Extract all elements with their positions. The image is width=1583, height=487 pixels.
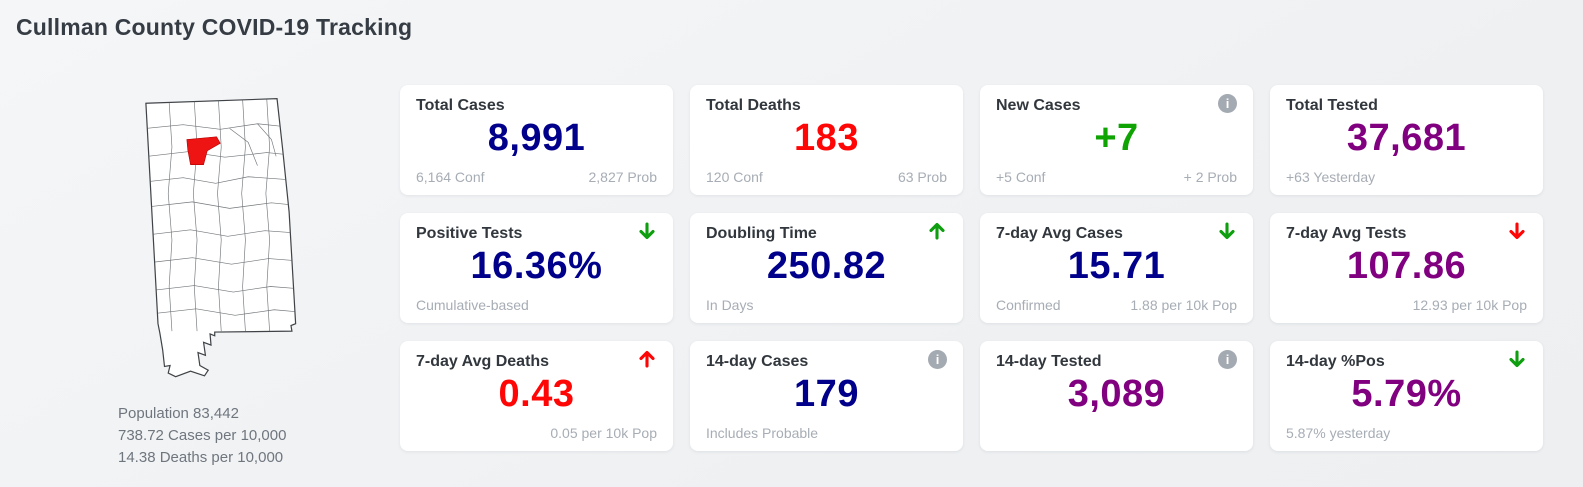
card-footer: Cumulative-based: [416, 297, 657, 313]
arrow-down-icon: [1509, 350, 1525, 368]
stat-card-14-day-pos: 14-day %Pos 5.79% 5.87% yesterday: [1270, 341, 1543, 451]
card-footer-left: In Days: [706, 297, 754, 313]
card-header: 7-day Avg Cases: [996, 222, 1237, 243]
card-footer: +5 Conf + 2 Prob: [996, 169, 1237, 185]
card-footer-right: 12.93 per 10k Pop: [1412, 297, 1527, 313]
arrow-down-icon: [1509, 222, 1525, 240]
card-value: 3,089: [1067, 373, 1166, 415]
card-header: Total Tested: [1286, 96, 1527, 115]
stat-card-14-day-cases: 14-day Cases i 179 Includes Probable: [690, 341, 963, 451]
card-footer: 12.93 per 10k Pop: [1286, 297, 1527, 313]
card-footer-left: Cumulative-based: [416, 297, 529, 313]
population-stat: Population 83,442: [118, 405, 239, 422]
card-footer: 6,164 Conf 2,827 Prob: [416, 169, 657, 185]
card-header: Positive Tests: [416, 222, 657, 243]
card-footer: 5.87% yesterday: [1286, 425, 1527, 441]
card-footer-left: Includes Probable: [706, 425, 819, 441]
arrow-up-icon: [929, 222, 945, 240]
card-header: 14-day Tested i: [996, 350, 1237, 371]
card-header: Total Cases: [416, 96, 657, 115]
card-label: Total Tested: [1286, 97, 1378, 114]
stat-card-14-day-tested: 14-day Tested i 3,089: [980, 341, 1253, 451]
arrow-down-icon: [639, 222, 655, 240]
card-footer-right: 1.88 per 10k Pop: [1130, 297, 1237, 313]
arrow-down-icon: [1219, 222, 1235, 240]
stat-card-7-day-avg-tests: 7-day Avg Tests 107.86 12.93 per 10k Pop: [1270, 213, 1543, 323]
card-value: 37,681: [1346, 117, 1467, 159]
info-icon[interactable]: i: [928, 350, 947, 369]
card-label: 14-day Tested: [996, 353, 1102, 370]
card-footer-right: + 2 Prob: [1183, 169, 1237, 185]
card-footer-left: 5.87% yesterday: [1286, 425, 1391, 441]
alabama-county-map-icon: [145, 98, 297, 378]
card-label: Total Deaths: [706, 97, 801, 114]
stat-card-7-day-avg-deaths: 7-day Avg Deaths 0.43 0.05 per 10k Pop: [400, 341, 673, 451]
card-footer-left: 120 Conf: [706, 169, 763, 185]
card-value: 183: [794, 117, 859, 159]
card-footer-left: 6,164 Conf: [416, 169, 485, 185]
stat-card-total-tested: Total Tested 37,681 +63 Yesterday: [1270, 85, 1543, 195]
card-footer-right: 2,827 Prob: [588, 169, 658, 185]
info-icon[interactable]: i: [1218, 350, 1237, 369]
arrow-up-icon: [639, 350, 655, 368]
cullman-county-highlight: [186, 136, 221, 165]
card-footer-left: Confirmed: [996, 297, 1061, 313]
card-footer: Includes Probable: [706, 425, 947, 441]
stat-card-total-cases: Total Cases 8,991 6,164 Conf 2,827 Prob: [400, 85, 673, 195]
card-label: Total Cases: [416, 97, 505, 114]
card-label: New Cases: [996, 97, 1081, 114]
card-value: 16.36%: [470, 245, 603, 287]
card-value: +7: [1094, 117, 1139, 159]
card-label: 7-day Avg Cases: [996, 225, 1123, 242]
card-label: Doubling Time: [706, 225, 817, 242]
card-value: 179: [794, 373, 859, 415]
card-footer-right: 0.05 per 10k Pop: [550, 425, 657, 441]
card-footer: 0.05 per 10k Pop: [416, 425, 657, 441]
stat-card-positive-tests: Positive Tests 16.36% Cumulative-based: [400, 213, 673, 323]
cases-per-10k-stat: 738.72 Cases per 10,000: [118, 427, 287, 444]
card-footer-right: 63 Prob: [897, 169, 947, 185]
card-header: 14-day %Pos: [1286, 350, 1527, 371]
card-header: 7-day Avg Deaths: [416, 350, 657, 371]
card-footer: 120 Conf 63 Prob: [706, 169, 947, 185]
card-label: 14-day %Pos: [1286, 353, 1385, 370]
card-footer: Confirmed 1.88 per 10k Pop: [996, 297, 1237, 313]
card-value: 250.82: [766, 245, 887, 287]
card-footer: [996, 425, 1237, 441]
card-label: 7-day Avg Tests: [1286, 225, 1407, 242]
card-value: 5.79%: [1351, 373, 1462, 415]
county-stats: Population 83,442 738.72 Cases per 10,00…: [118, 403, 304, 469]
card-header: Doubling Time: [706, 222, 947, 243]
card-value: 107.86: [1346, 245, 1467, 287]
stat-card-total-deaths: Total Deaths 183 120 Conf 63 Prob: [690, 85, 963, 195]
card-header: 14-day Cases i: [706, 350, 947, 371]
card-value: 15.71: [1067, 245, 1166, 287]
dashboard-content: Population 83,442 738.72 Cases per 10,00…: [16, 85, 1567, 469]
county-borders: [145, 99, 295, 332]
card-value: 0.43: [498, 373, 575, 415]
card-footer: In Days: [706, 297, 947, 313]
card-value: 8,991: [487, 117, 586, 159]
card-label: 7-day Avg Deaths: [416, 353, 550, 370]
stat-card-new-cases: New Cases i +7 +5 Conf + 2 Prob: [980, 85, 1253, 195]
info-icon[interactable]: i: [1218, 94, 1237, 113]
card-header: Total Deaths: [706, 96, 947, 115]
card-label: Positive Tests: [416, 225, 523, 242]
stat-card-7-day-avg-cases: 7-day Avg Cases 15.71 Confirmed 1.88 per 10…: [980, 213, 1253, 323]
stat-card-doubling-time: Doubling Time 250.82 In Days: [690, 213, 963, 323]
deaths-per-10k-stat: 14.38 Deaths per 10,000: [118, 449, 284, 466]
card-header: 7-day Avg Tests: [1286, 222, 1527, 243]
page-title: Cullman County COVID-19 Tracking: [16, 14, 413, 40]
stat-cards-grid: Total Cases 8,991 6,164 Conf 2,827 Prob Tota…: [400, 85, 1543, 469]
card-footer: +63 Yesterday: [1286, 169, 1527, 185]
card-label: 14-day Cases: [706, 353, 809, 370]
card-footer-left: +63 Yesterday: [1286, 169, 1376, 185]
card-footer-left: +5 Conf: [996, 169, 1046, 185]
card-header: New Cases i: [996, 94, 1237, 115]
map-panel: Population 83,442 738.72 Cases per 10,00…: [118, 85, 304, 469]
